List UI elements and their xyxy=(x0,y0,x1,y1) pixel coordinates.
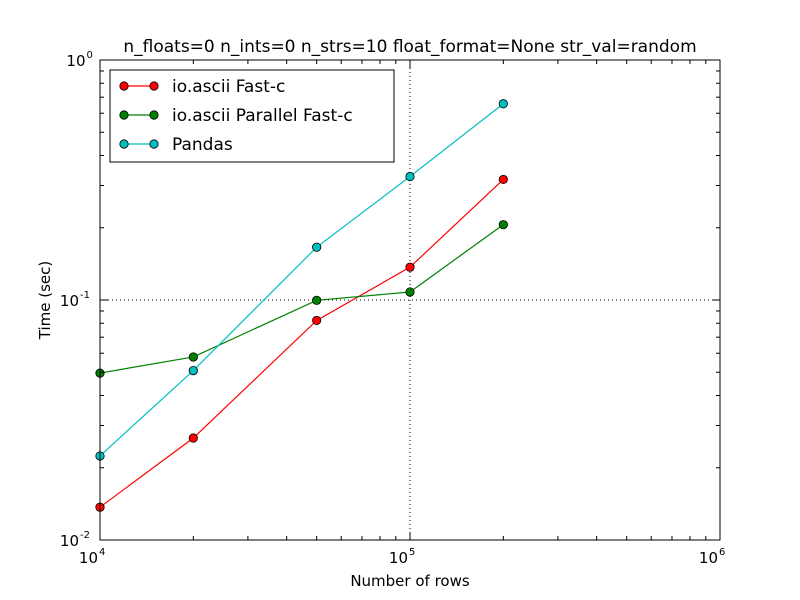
y-tick-label-exponent: -1 xyxy=(80,290,90,301)
chart-title: n_floats=0 n_ints=0 n_strs=10 float_form… xyxy=(123,37,696,57)
legend-marker xyxy=(119,81,129,91)
x-axis-label: Number of rows xyxy=(350,572,470,590)
series-layer xyxy=(95,99,508,512)
data-point xyxy=(498,174,508,185)
x-tick-label-base: 10 xyxy=(389,549,408,567)
legend: io.ascii Fast-c io.ascii Parallel Fast-c P… xyxy=(109,69,395,163)
y-tick-label-base: 10 xyxy=(60,532,79,550)
y-axis-label: Time (sec) xyxy=(36,261,54,340)
series-3 xyxy=(95,99,508,461)
x-tick-label-base: 10 xyxy=(699,549,718,567)
legend-entry: Pandas xyxy=(119,135,233,155)
legend-label: Pandas xyxy=(172,135,233,155)
legend-marker xyxy=(149,139,159,149)
legend-entry: io.ascii Fast-c xyxy=(119,77,285,97)
data-point xyxy=(498,220,508,230)
legend-marker xyxy=(119,110,129,120)
data-point xyxy=(188,433,198,443)
data-point xyxy=(188,352,198,362)
grid xyxy=(100,60,720,540)
legend-marker xyxy=(149,110,159,120)
y-tick-label-exponent: -2 xyxy=(80,530,90,541)
legend-marker xyxy=(119,139,129,149)
data-point xyxy=(498,99,508,109)
series-2 xyxy=(95,220,508,378)
data-point xyxy=(312,315,322,326)
y-tick-label: 10 -2 xyxy=(60,530,90,550)
legend-entry: io.ascii Parallel Fast-c xyxy=(119,106,353,126)
x-tick-label-exponent: 4 xyxy=(99,547,105,558)
x-tick-label: 10 4 xyxy=(79,547,105,567)
y-tick-label-exponent: 0 xyxy=(87,50,93,61)
y-tick-label-base: 10 xyxy=(66,52,85,70)
x-tick-label: 10 5 xyxy=(389,547,415,567)
data-point xyxy=(312,242,322,252)
legend-marker xyxy=(149,81,159,91)
x-tick-label-base: 10 xyxy=(79,549,98,567)
y-tick-label-base: 10 xyxy=(60,292,79,310)
y-tick-label: 10 0 xyxy=(66,50,92,70)
data-point xyxy=(405,262,415,272)
x-tick-label-exponent: 5 xyxy=(409,547,415,558)
data-point xyxy=(405,171,415,182)
legend-label: io.ascii Parallel Fast-c xyxy=(172,106,353,126)
y-tick-label: 10 -1 xyxy=(60,290,90,310)
data-point xyxy=(405,287,415,297)
data-point xyxy=(312,295,322,305)
ticks: 10 4 10 5 10 610 -210 -110 0 xyxy=(60,50,725,567)
legend-label: io.ascii Fast-c xyxy=(172,77,285,97)
x-tick-label-exponent: 6 xyxy=(719,547,725,558)
x-tick-label: 10 6 xyxy=(699,547,725,567)
data-point xyxy=(188,365,198,376)
